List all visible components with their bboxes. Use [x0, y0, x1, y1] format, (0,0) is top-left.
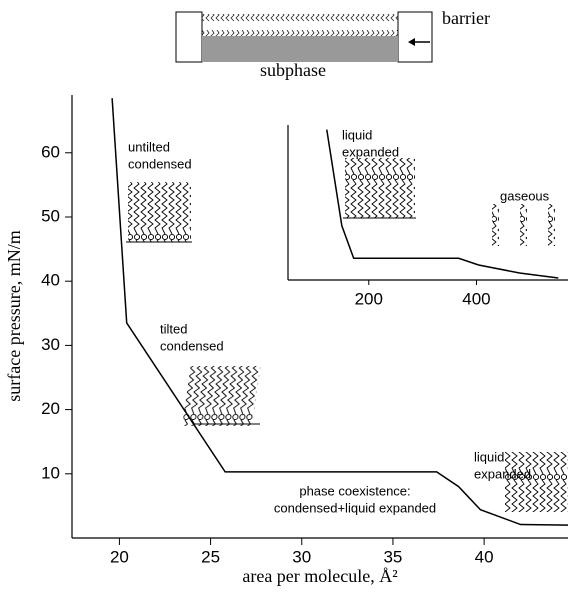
x-tick-label: 20	[110, 547, 129, 566]
subphase-label: subphase	[260, 60, 326, 80]
trough-wall	[175, 11, 203, 63]
molecules-liquid	[505, 452, 568, 512]
annotation: expanded	[474, 466, 531, 481]
y-axis-label: surface pressure, mN/m	[4, 230, 24, 401]
curve	[326, 129, 559, 279]
y-tick-label: 60	[41, 142, 60, 161]
annotation: expanded	[342, 144, 399, 159]
molecules-tilted	[182, 366, 261, 426]
subphase-fill	[202, 36, 398, 62]
molecule-gas	[548, 204, 555, 246]
arrow-head	[408, 38, 415, 46]
annotation: condensed	[160, 338, 224, 353]
curve	[111, 98, 569, 526]
x-tick-label: 200	[355, 289, 383, 308]
molecule-sketches	[126, 158, 568, 512]
annotation: liquid	[342, 127, 372, 142]
annotation: gaseous	[500, 188, 550, 203]
x-axis-label: area per molecule, Å²	[242, 566, 397, 586]
molecules-liquid-inset	[345, 158, 415, 218]
x-tick-label: 35	[383, 547, 402, 566]
annotation: untilted	[128, 139, 170, 154]
annotation: phase coexistence:	[299, 483, 410, 498]
y-tick-label: 30	[41, 335, 60, 354]
molecules-untilted	[128, 182, 191, 242]
x-tick-label: 40	[475, 547, 494, 566]
y-tick-label: 40	[41, 271, 60, 290]
x-tick-label: 400	[462, 289, 490, 308]
y-tick-label: 50	[41, 206, 60, 225]
annotation: condensed	[128, 156, 192, 171]
molecule-gas	[492, 204, 499, 246]
trough-diagram: barrier subphase	[175, 8, 490, 80]
x-tick-label: 25	[201, 547, 220, 566]
barrier-label: barrier	[442, 8, 490, 28]
molecule-gas	[520, 204, 527, 246]
annotation: liquid	[474, 449, 504, 464]
y-tick-label: 10	[41, 463, 60, 482]
barrier-block	[397, 11, 433, 63]
monolayer	[202, 14, 398, 36]
annotation: tilted	[160, 321, 187, 336]
y-tick-label: 20	[41, 399, 60, 418]
x-tick-label: 30	[292, 547, 311, 566]
annotation: condensed+liquid expanded	[274, 500, 436, 515]
